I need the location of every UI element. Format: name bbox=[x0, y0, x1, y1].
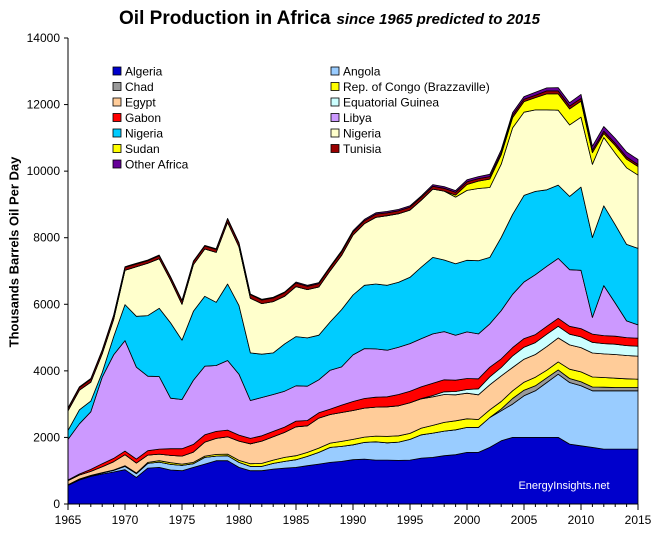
y-tick-label-5: 10000 bbox=[27, 164, 61, 178]
x-tick-label-5: 1990 bbox=[340, 513, 367, 527]
x-tick-label-3: 1980 bbox=[226, 513, 253, 527]
y-tick-label-7: 14000 bbox=[27, 31, 61, 45]
legend-label-11: Tunisia bbox=[343, 142, 382, 156]
y-tick-label-0: 0 bbox=[53, 497, 60, 511]
x-tick-label-8: 2005 bbox=[511, 513, 538, 527]
legend-swatch-12 bbox=[112, 159, 122, 169]
watermark-text: EnergyInsights.net bbox=[518, 480, 609, 492]
legend-swatch-8 bbox=[112, 128, 122, 138]
legend-label-10: Sudan bbox=[125, 142, 160, 156]
x-tick-label-7: 2000 bbox=[454, 513, 481, 527]
legend-label-12: Other Africa bbox=[125, 158, 189, 172]
legend-label-9: Nigeria bbox=[343, 127, 381, 141]
legend-swatch-2 bbox=[112, 82, 122, 91]
title-main: Oil Production in Africa bbox=[119, 8, 331, 29]
x-tick-label-4: 1985 bbox=[283, 513, 310, 527]
x-tick-label-10: 2015 bbox=[625, 513, 652, 527]
y-tick-label-1: 2000 bbox=[33, 430, 60, 444]
legend-swatch-7 bbox=[330, 113, 340, 122]
area-series-12 bbox=[67, 87, 639, 409]
legend-swatch-1 bbox=[330, 66, 340, 76]
legend-swatch-6 bbox=[112, 113, 122, 122]
x-tick-label-6: 1995 bbox=[397, 513, 424, 527]
legend-swatch-9 bbox=[330, 128, 340, 138]
legend-label-3: Rep. of Congo (Brazzaville) bbox=[343, 80, 490, 94]
x-tick-label-0: 1965 bbox=[55, 513, 82, 527]
y-tick-label-4: 8000 bbox=[33, 231, 60, 245]
x-tick-label-9: 2010 bbox=[568, 513, 595, 527]
legend-label-2: Chad bbox=[125, 80, 154, 94]
legend-label-6: Gabon bbox=[125, 111, 161, 125]
legend-label-4: Egypt bbox=[125, 96, 156, 110]
legend-swatch-3 bbox=[330, 82, 340, 91]
legend-label-1: Angola bbox=[343, 65, 381, 79]
legend-label-0: Algeria bbox=[125, 65, 163, 79]
legend-swatch-4 bbox=[112, 97, 122, 107]
title-subtitle: since 1965 predicted to 2015 bbox=[336, 11, 540, 28]
legend-label-7: Libya bbox=[343, 111, 372, 125]
x-tick-label-1: 1970 bbox=[112, 513, 139, 527]
chart-title: Oil Production in Africa since 1965 predi… bbox=[0, 8, 659, 30]
legend-label-5: Equatorial Guinea bbox=[343, 96, 439, 110]
legend-swatch-5 bbox=[330, 97, 340, 107]
y-tick-label-6: 12000 bbox=[27, 98, 61, 112]
legend-swatch-11 bbox=[330, 144, 340, 153]
y-tick-label-3: 6000 bbox=[33, 297, 60, 311]
legend-label-8: Nigeria bbox=[125, 127, 163, 141]
x-tick-label-2: 1975 bbox=[169, 513, 196, 527]
y-tick-label-2: 4000 bbox=[33, 364, 60, 378]
legend-swatch-0 bbox=[112, 66, 122, 76]
legend-swatch-10 bbox=[112, 144, 122, 153]
